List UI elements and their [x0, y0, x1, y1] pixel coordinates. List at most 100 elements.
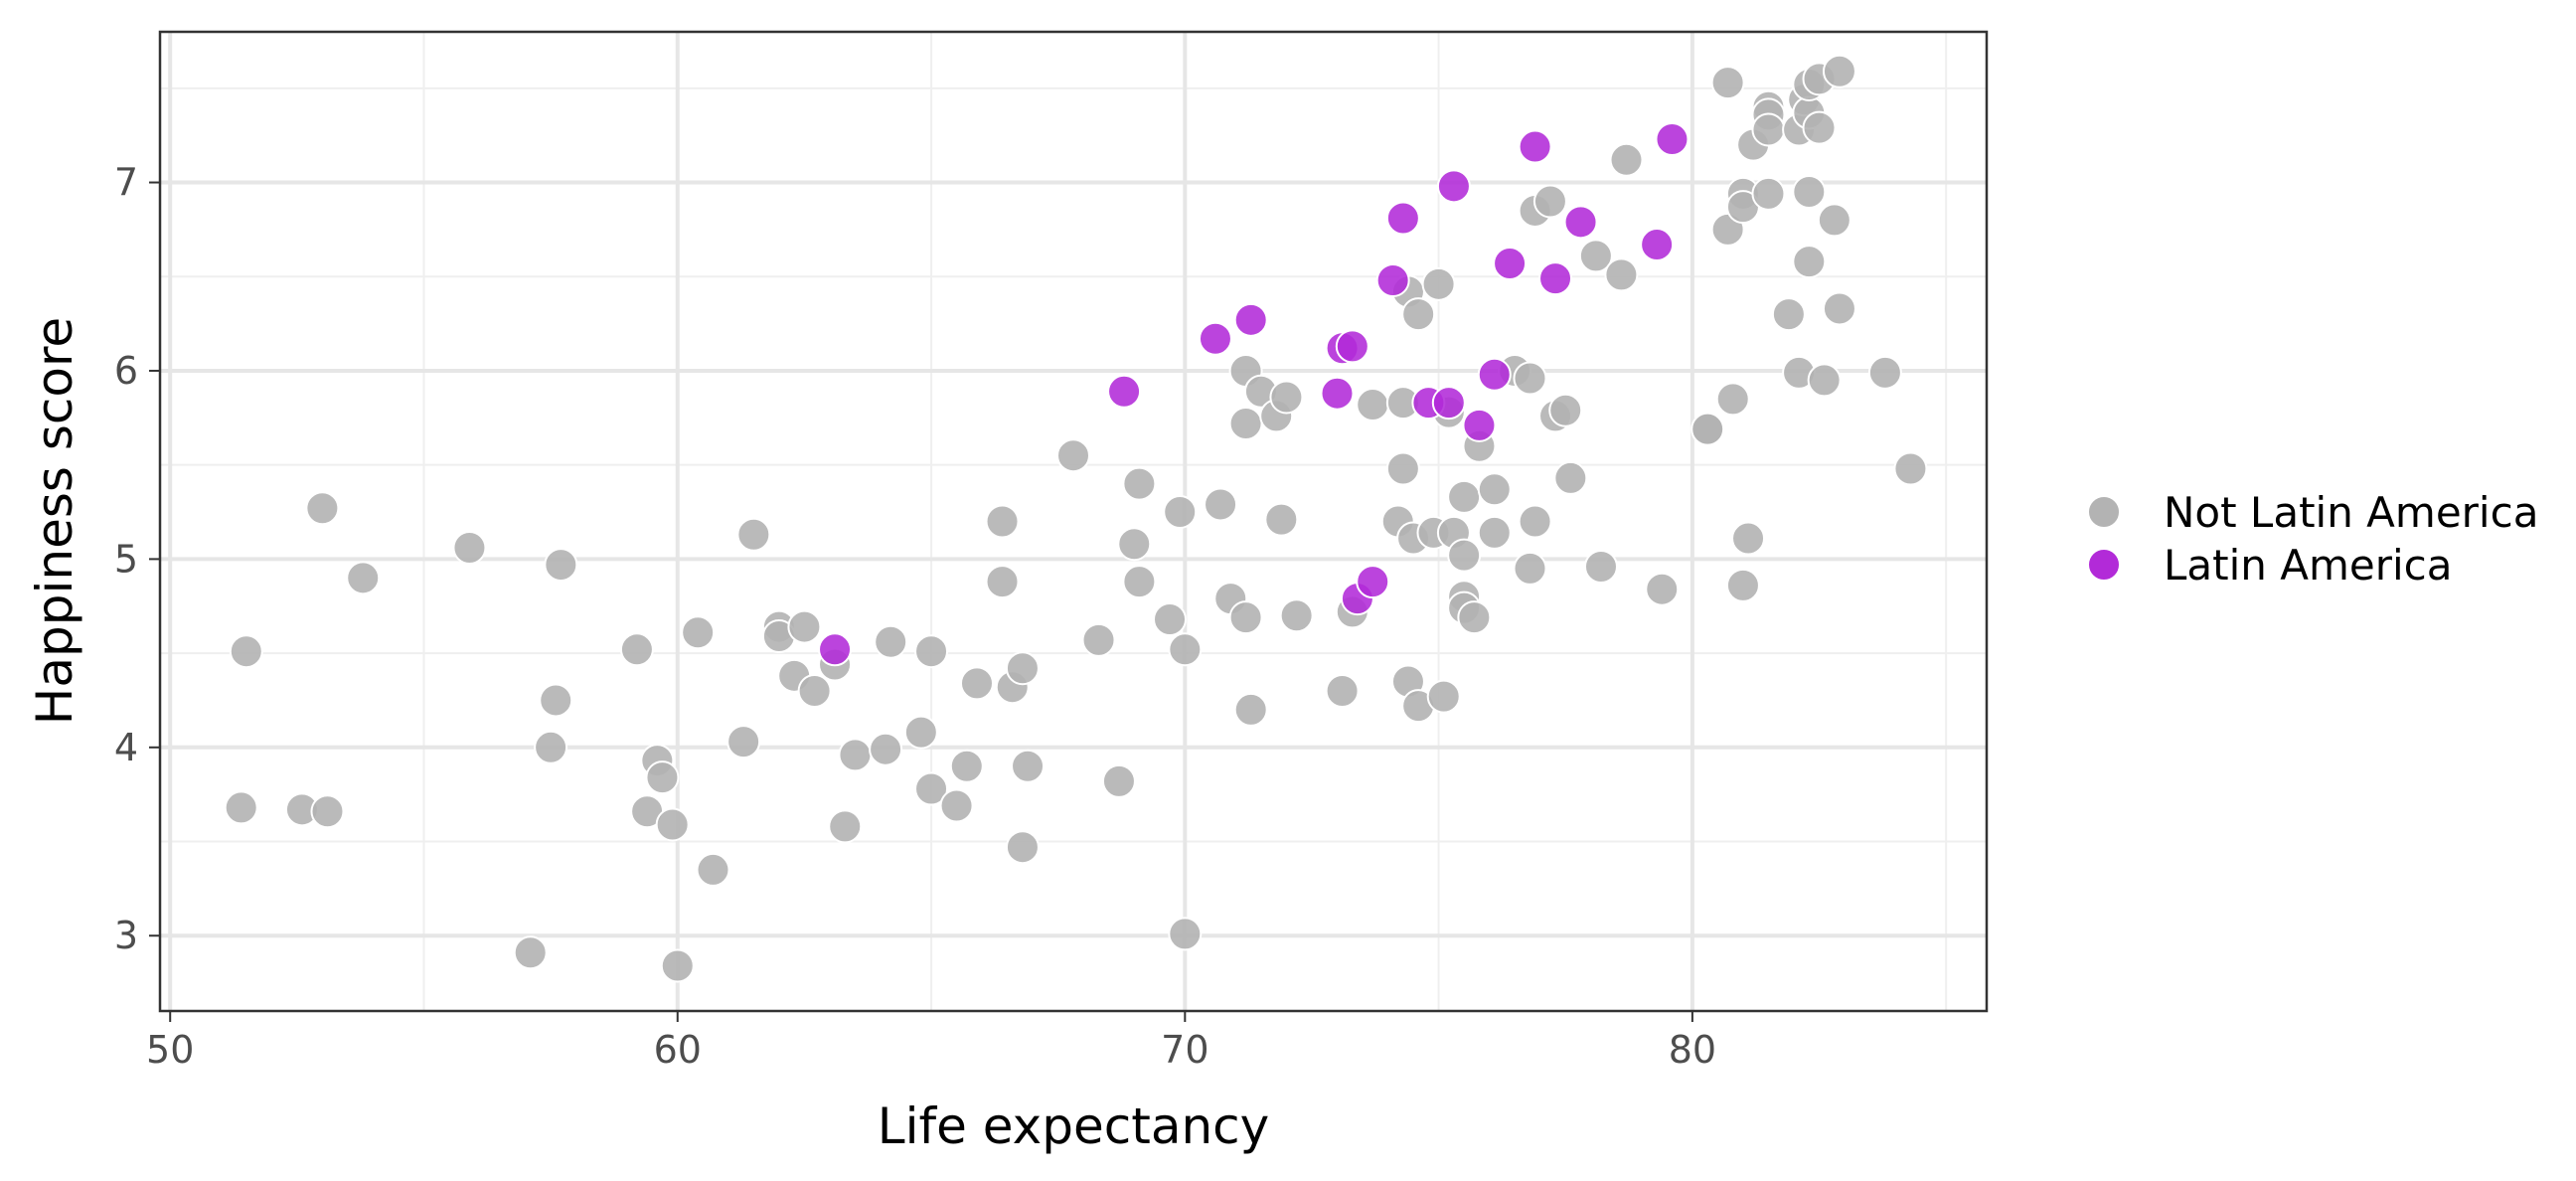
data-point [305, 491, 340, 526]
x-tick-label: 70 [1161, 1028, 1208, 1072]
data-point [1385, 451, 1420, 486]
data-point [1163, 495, 1198, 530]
series-latin-america [818, 121, 1690, 667]
data-point [1431, 386, 1466, 421]
data-point [1122, 565, 1157, 599]
data-point [838, 738, 873, 772]
data-point [452, 531, 487, 566]
y-tick-label: 7 [114, 161, 138, 205]
data-point [513, 935, 548, 970]
data-point [874, 624, 908, 659]
x-tick-label: 50 [146, 1028, 194, 1072]
data-point [787, 609, 822, 644]
data-point [1690, 412, 1725, 446]
data-point [1457, 600, 1492, 635]
data-point [1518, 504, 1552, 539]
plot-background [160, 32, 1987, 1011]
data-point [1477, 472, 1512, 507]
x-axis-title: Life expectancy [878, 1097, 1269, 1155]
data-point [1538, 261, 1573, 296]
data-point [1462, 408, 1497, 442]
data-point [1228, 407, 1263, 440]
x-tick-label: 60 [654, 1028, 702, 1072]
data-point [534, 730, 568, 764]
data-point [1817, 203, 1852, 238]
data-point [1751, 176, 1786, 211]
data-point [1081, 622, 1116, 657]
data-point [544, 548, 578, 583]
data-point [736, 517, 771, 552]
data-point [1401, 297, 1436, 332]
data-point [1011, 749, 1046, 783]
data-point [1640, 228, 1675, 262]
data-point [1056, 438, 1090, 473]
data-point [1513, 551, 1547, 586]
data-point [1356, 565, 1390, 599]
data-point [1117, 527, 1152, 562]
data-point [1563, 205, 1598, 240]
data-point [1421, 266, 1456, 301]
data-point [1548, 393, 1583, 427]
data-point [985, 504, 1020, 539]
data-point [914, 771, 949, 806]
y-tick-label: 4 [114, 726, 138, 769]
data-point [1725, 568, 1760, 602]
data-point [1513, 361, 1547, 396]
data-point [1204, 487, 1238, 522]
data-point [1447, 479, 1482, 514]
data-point [939, 788, 974, 823]
data-point [959, 666, 994, 701]
data-point [1264, 502, 1299, 537]
data-point [645, 760, 680, 795]
data-point [1751, 112, 1786, 147]
legend-key-not-latin-america [2087, 495, 2121, 529]
data-point [985, 565, 1020, 599]
data-point [1518, 129, 1552, 164]
data-point [1385, 201, 1420, 236]
data-point [1168, 917, 1203, 951]
y-axis-title: Happiness score [26, 317, 83, 725]
data-point [1436, 169, 1471, 204]
y-tick-label: 6 [114, 349, 138, 393]
data-point [1609, 142, 1644, 177]
data-point [1279, 598, 1314, 633]
data-point [1792, 245, 1827, 279]
data-point [1731, 521, 1766, 556]
y-tick-label: 3 [114, 914, 138, 957]
y-axis: 3 4 5 6 7 [114, 161, 160, 957]
data-point [1893, 451, 1928, 486]
data-point [681, 615, 716, 650]
data-point [1233, 692, 1268, 727]
x-axis: 50 60 70 80 [146, 1011, 1716, 1072]
data-point [726, 725, 761, 759]
data-point [310, 794, 345, 829]
data-point [1107, 374, 1142, 409]
x-tick-label: 80 [1669, 1028, 1716, 1072]
data-point [869, 732, 903, 766]
data-point [1153, 602, 1188, 636]
data-point [1532, 184, 1567, 219]
legend-key-latin-america [2087, 548, 2121, 582]
data-point [539, 683, 573, 718]
plot-border [158, 30, 1989, 1013]
data-point [949, 749, 984, 783]
data-point [1375, 263, 1410, 298]
data-point [1822, 54, 1856, 88]
data-point [1320, 376, 1355, 411]
data-point [1005, 651, 1040, 686]
data-point [797, 673, 832, 708]
data-point [1553, 460, 1588, 495]
data-point [224, 790, 258, 825]
data-point [1604, 257, 1639, 292]
data-point [1583, 549, 1618, 584]
data-point [828, 809, 863, 844]
data-point [1771, 297, 1806, 332]
data-point [1198, 321, 1232, 356]
data-point [1710, 66, 1745, 100]
data-point [1447, 538, 1482, 573]
data-point [1477, 357, 1512, 392]
data-point [1005, 830, 1040, 865]
data-point [1802, 110, 1837, 145]
data-point [619, 632, 654, 667]
